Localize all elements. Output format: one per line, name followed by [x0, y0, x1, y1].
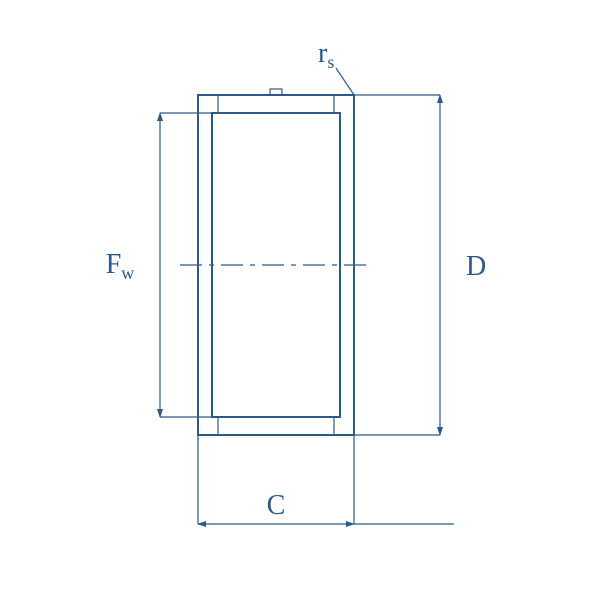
label-rs: rs	[318, 38, 334, 72]
label-c: C	[267, 490, 286, 521]
label-d: D	[466, 251, 486, 282]
label-fw: Fw	[106, 249, 135, 283]
rs-leader	[336, 68, 354, 95]
